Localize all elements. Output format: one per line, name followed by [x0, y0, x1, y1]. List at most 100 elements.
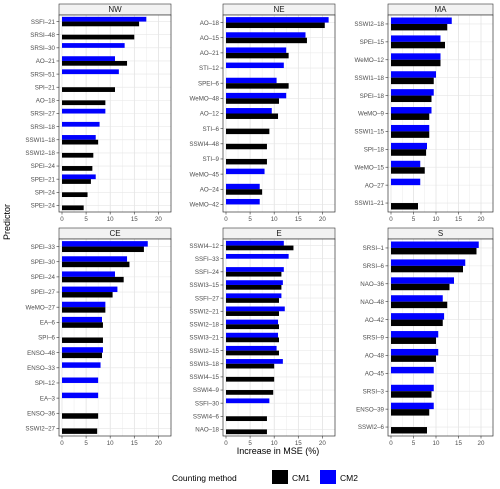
category-label: SSWI2–15 — [189, 348, 219, 355]
bar-cm2 — [391, 107, 432, 114]
category-label: SSWI1–15 — [354, 129, 384, 136]
bar-cm1 — [226, 429, 267, 435]
bar-cm1 — [226, 363, 275, 369]
bar-cm2 — [226, 359, 283, 364]
bar-cm2 — [391, 17, 452, 24]
bar-cm2 — [391, 384, 434, 392]
category-label: STI–9 — [202, 156, 219, 163]
bar-cm2 — [226, 345, 277, 351]
bar-cm1 — [62, 413, 99, 419]
bar-cm1 — [62, 292, 113, 298]
bar-cm1 — [391, 409, 430, 416]
category-label: STI–6 — [202, 126, 219, 133]
bar-cm2 — [391, 402, 434, 410]
bar-cm2 — [226, 183, 260, 190]
category-label: SPEI–24 — [31, 163, 56, 170]
bar-cm2 — [226, 17, 329, 23]
bar-cm2 — [391, 259, 466, 266]
panel-border-ma — [387, 14, 494, 213]
bar-cm1 — [226, 22, 325, 29]
bar-cm1 — [62, 100, 106, 106]
category-label: SSFI–24 — [195, 269, 220, 276]
bar-cm1 — [62, 139, 99, 145]
bar-cm2 — [62, 362, 101, 368]
bar-cm1 — [62, 166, 93, 171]
bar-cm2 — [391, 71, 436, 78]
bar-cm1 — [391, 247, 477, 255]
x-tick-label: 0 — [224, 440, 228, 447]
bar-cm2 — [391, 348, 439, 356]
x-tick-label: 0 — [389, 440, 393, 447]
bar-cm2 — [62, 108, 106, 114]
bar-cm1 — [391, 131, 430, 138]
bar-cm2 — [62, 347, 103, 353]
legend-title: Counting method — [172, 473, 237, 483]
x-tick-label: 0 — [389, 216, 393, 223]
bar-cm2 — [62, 69, 119, 75]
bar-cm1 — [62, 246, 144, 253]
x-tick-label: 10 — [271, 216, 278, 223]
category-label: ENSO–33 — [27, 365, 55, 372]
legend-label-cm1: CM1 — [292, 473, 310, 483]
category-label: SSWI2–18 — [354, 21, 384, 28]
x-tick-label: 20 — [155, 216, 162, 223]
category-label: SSWI3–18 — [189, 361, 219, 368]
bar-cm1 — [391, 427, 427, 434]
x-tick-label: 10 — [271, 440, 278, 447]
bar-cm2 — [391, 53, 441, 60]
bar-cm1 — [391, 265, 463, 273]
category-label: AO–48 — [365, 353, 385, 360]
category-label: AO–45 — [365, 371, 385, 378]
bar-cm1 — [62, 428, 98, 434]
category-label: SSFI–33 — [195, 256, 220, 263]
category-label: SSWI2–18 — [189, 322, 219, 329]
bar-cm2 — [62, 16, 147, 22]
y-axis-title: Predictor — [2, 204, 12, 240]
panel-title-e: E — [276, 229, 281, 238]
category-label: SSFI–21 — [31, 19, 56, 26]
x-tick-label: 15 — [295, 440, 302, 447]
bar-cm2 — [226, 267, 284, 272]
category-label: SRSI–27 — [30, 111, 55, 118]
bar-cm2 — [226, 293, 282, 299]
x-tick-label: 5 — [412, 440, 416, 447]
bar-cm2 — [391, 178, 421, 186]
category-label: SSFI–27 — [195, 295, 220, 302]
category-label: WeMO–15 — [355, 164, 385, 171]
category-label: SPEI–24 — [31, 203, 56, 210]
category-label: SRSI–1 — [363, 245, 385, 252]
category-label: SSWI3–21 — [189, 335, 219, 342]
category-label: WeMO–9 — [358, 111, 385, 118]
x-tick-label: 15 — [131, 216, 138, 223]
bar-cm1 — [62, 60, 128, 66]
bar-cm1 — [226, 284, 282, 290]
category-label: NAO–18 — [195, 427, 219, 434]
category-label: STI–12 — [199, 65, 220, 72]
category-label: EA–6 — [40, 320, 56, 327]
x-tick-label: 20 — [478, 216, 485, 223]
bar-cm2 — [62, 316, 102, 323]
panel-s: S 0 5 10 15 20 SRSI–1 SRSI–6 NAO–36 NAO–48 AO–42 SR… — [356, 227, 494, 447]
bar-cm1 — [62, 152, 94, 158]
x-tick-label: 5 — [412, 216, 416, 223]
bar-cm1 — [62, 337, 103, 343]
panel-ma: MA 0 5 10 15 20 SSWI2–18 SPEI–15 WeMO–12 SSWI1–18… — [354, 3, 494, 223]
category-label: SPI–12 — [35, 380, 56, 387]
bar-cm1 — [62, 21, 140, 27]
bar-cm2 — [226, 62, 284, 69]
panel-e: E 0 5 10 15 20 SSWI4–12 SSFI–33 SSFI–24 SSWI3–15 S… — [189, 227, 336, 447]
category-label: SRSI–51 — [30, 71, 55, 78]
bar-cm2 — [62, 301, 106, 308]
bar-cm1 — [226, 390, 274, 395]
category-label: SSWI4–48 — [189, 141, 219, 148]
panel-title-nw: NW — [108, 5, 122, 14]
x-axis-title: Increase in MSE (%) — [237, 446, 320, 456]
x-tick-label: 15 — [455, 440, 462, 447]
bar-cm1 — [391, 355, 436, 362]
bar-cm2 — [391, 313, 445, 320]
category-label: EA–3 — [40, 395, 56, 402]
category-label: SRSI–9 — [363, 335, 385, 342]
category-label: AO–18 — [36, 98, 56, 105]
category-label: SPEI–24 — [31, 274, 56, 281]
x-tick-label: 20 — [319, 216, 326, 223]
